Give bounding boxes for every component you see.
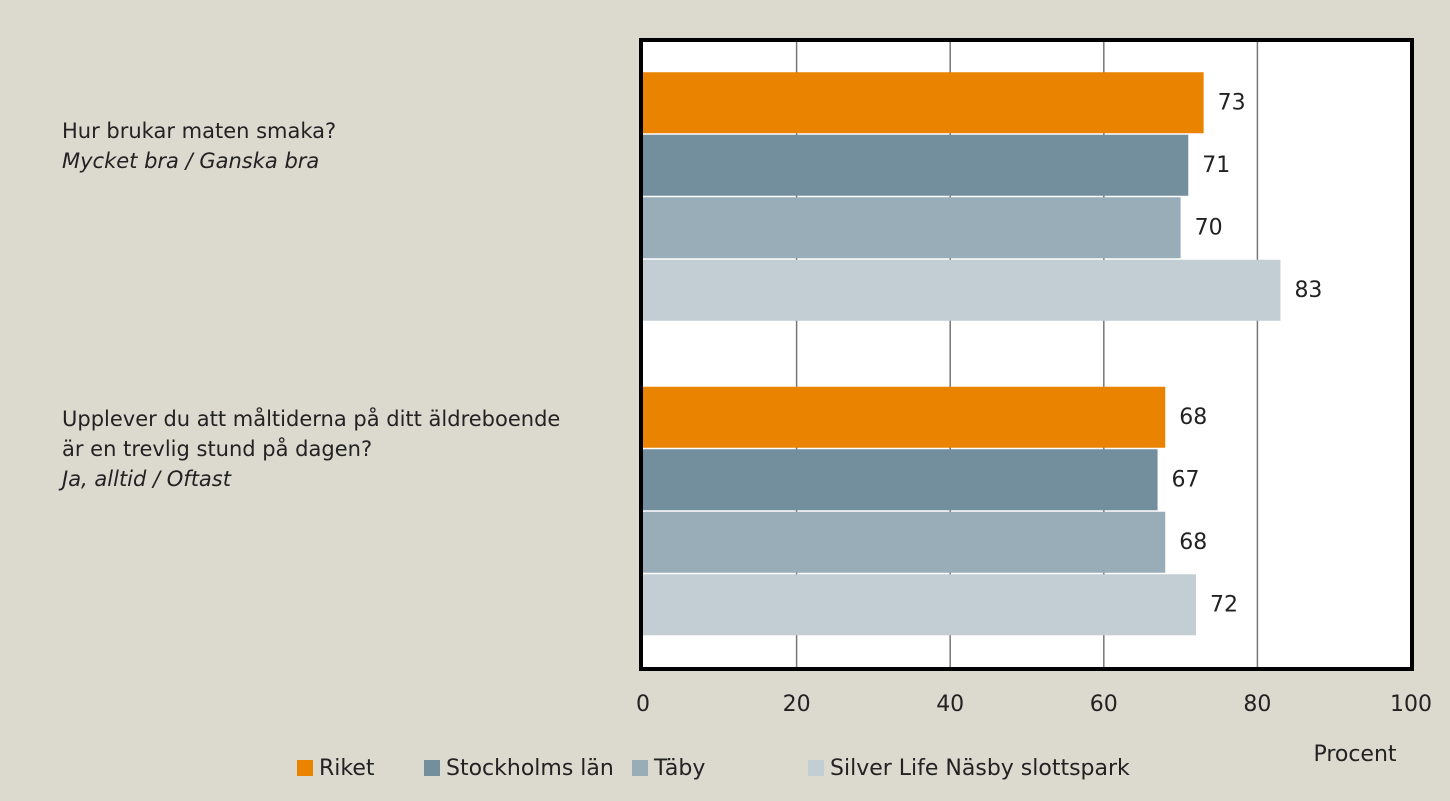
value-label: 83 bbox=[1294, 278, 1322, 303]
bar bbox=[643, 72, 1204, 134]
value-label: 72 bbox=[1210, 593, 1238, 618]
question: Hur brukar maten smaka? bbox=[62, 119, 337, 143]
bar bbox=[643, 259, 1281, 321]
x-tick-label: 20 bbox=[783, 692, 811, 717]
legend-swatch bbox=[424, 760, 440, 776]
value-label: 71 bbox=[1202, 153, 1230, 178]
value-label: 68 bbox=[1179, 405, 1207, 430]
x-tick-label: 100 bbox=[1390, 692, 1432, 717]
bar bbox=[643, 449, 1158, 511]
bar bbox=[643, 386, 1166, 448]
legend-label: Täby bbox=[653, 756, 705, 781]
value-label: 70 bbox=[1195, 216, 1223, 241]
legend-swatch bbox=[808, 760, 824, 776]
plot-border bbox=[639, 38, 1414, 671]
legend-label: Riket bbox=[319, 756, 375, 781]
x-tick-label: 40 bbox=[936, 692, 964, 717]
legend-swatch bbox=[297, 760, 313, 776]
legend-label: Stockholms län bbox=[446, 756, 614, 781]
question: Upplever du att måltiderna på ditt äldre… bbox=[62, 407, 561, 461]
x-axis-title: Procent bbox=[1313, 742, 1396, 767]
category-label: Upplever du att måltiderna på ditt äldre… bbox=[62, 404, 582, 494]
value-label: 67 bbox=[1172, 467, 1200, 492]
x-tick-label: 0 bbox=[636, 692, 650, 717]
x-tick-label: 60 bbox=[1090, 692, 1118, 717]
answer: Ja, alltid / Oftast bbox=[62, 467, 231, 491]
legend-label: Silver Life Näsby slottspark bbox=[830, 756, 1130, 781]
category-label: Hur brukar maten smaka? Mycket bra / Gans… bbox=[62, 116, 582, 176]
bar bbox=[643, 574, 1196, 636]
x-tick-label: 80 bbox=[1243, 692, 1271, 717]
bar bbox=[643, 134, 1189, 196]
bar bbox=[643, 197, 1181, 259]
legend-swatch bbox=[632, 760, 648, 776]
value-label: 68 bbox=[1179, 530, 1207, 555]
answer: Mycket bra / Ganska bra bbox=[62, 149, 320, 173]
bar bbox=[643, 511, 1166, 573]
value-label: 73 bbox=[1218, 90, 1246, 115]
